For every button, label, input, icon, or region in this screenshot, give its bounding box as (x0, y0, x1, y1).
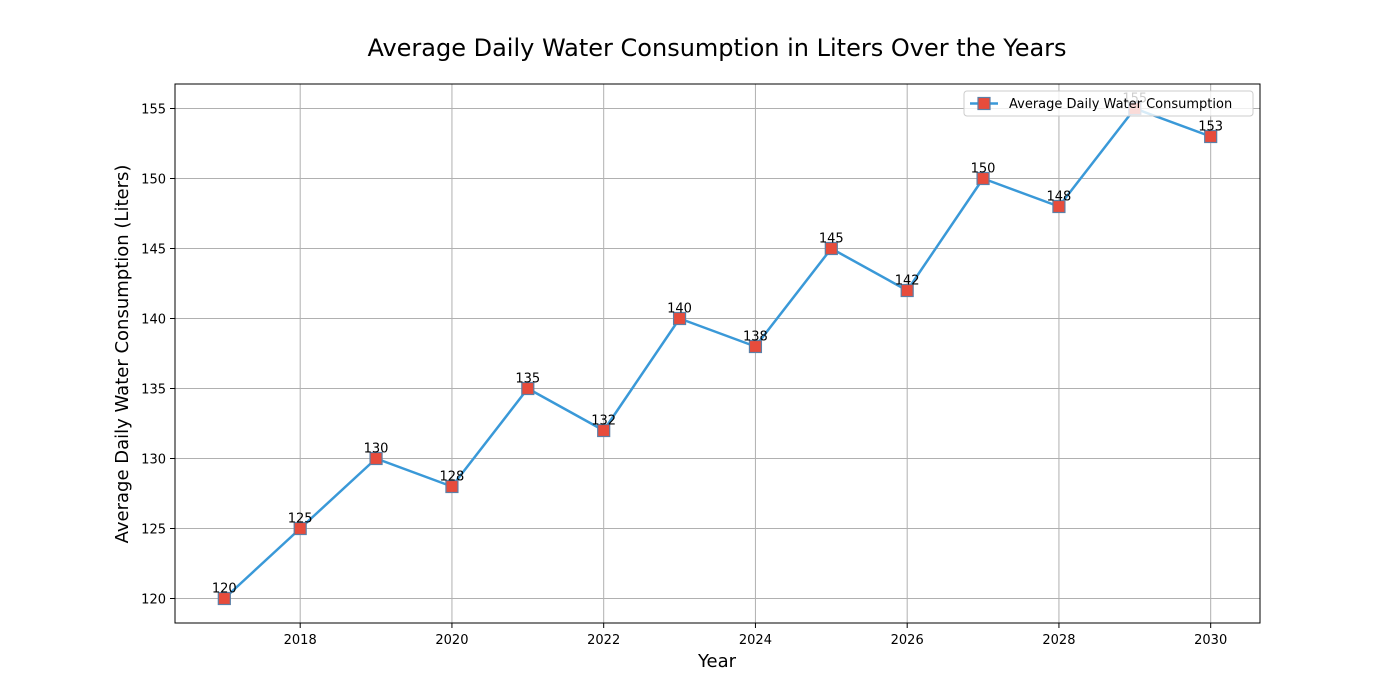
data-label: 148 (1047, 190, 1072, 205)
x-tick-label: 2024 (739, 633, 772, 648)
legend: Average Daily Water Consumption (963, 90, 1254, 117)
data-label: 142 (895, 274, 920, 289)
data-point-marker (445, 479, 459, 494)
data-point-marker (1204, 129, 1218, 144)
data-point-marker (824, 241, 838, 256)
series-line-group (223, 107, 1212, 600)
x-tick-label: 2030 (1194, 633, 1227, 648)
x-tick-label: 2020 (435, 633, 468, 648)
data-label: 125 (288, 512, 313, 527)
y-tick-label: 150 (141, 173, 166, 188)
y-tick-label: 125 (141, 523, 166, 538)
chart-title: Average Daily Water Consumption in Liter… (367, 34, 1066, 62)
data-point-marker (369, 451, 383, 466)
data-label: 128 (440, 470, 465, 485)
data-label: 132 (591, 414, 616, 429)
data-markers (217, 101, 1218, 606)
data-point-marker (293, 521, 307, 536)
data-labels: 1201251301281351321401381451421501481551… (212, 92, 1223, 597)
data-label: 140 (667, 302, 692, 317)
x-tick-label: 2022 (587, 633, 620, 648)
y-axis-ticks: 120 125 130 135 140 145 150 155 (141, 103, 175, 608)
data-label: 150 (971, 162, 996, 177)
legend-marker-swatch (977, 96, 991, 111)
data-point-marker (900, 283, 914, 298)
y-tick-label: 145 (141, 243, 166, 258)
data-point-marker (597, 423, 611, 438)
data-label: 138 (743, 330, 768, 345)
data-label: 120 (212, 582, 237, 597)
grid-lines (175, 84, 1260, 623)
data-label: 135 (515, 372, 540, 387)
y-tick-label: 130 (141, 453, 166, 468)
y-tick-label: 135 (141, 383, 166, 398)
data-point-marker (521, 381, 535, 396)
x-tick-label: 2026 (891, 633, 924, 648)
y-axis-title: Average Daily Water Consumption (Liters) (112, 165, 133, 544)
data-point-marker (1052, 199, 1066, 214)
x-tick-label: 2028 (1042, 633, 1075, 648)
y-tick-label: 155 (141, 103, 166, 118)
data-label: 153 (1198, 120, 1223, 135)
data-point-marker (217, 591, 231, 606)
y-tick-label: 140 (141, 313, 166, 328)
x-axis-ticks: 2018 2020 2022 2024 2026 2028 2030 (284, 623, 1227, 648)
data-point-marker (672, 311, 687, 326)
data-point-marker (976, 171, 990, 186)
y-tick-label: 120 (141, 593, 166, 608)
x-axis-title: Year (697, 651, 737, 672)
data-point-marker (748, 339, 763, 354)
series-line (223, 107, 1212, 600)
plot-frame (174, 83, 1261, 624)
data-label: 130 (364, 442, 389, 457)
legend-label: Average Daily Water Consumption (1009, 97, 1232, 112)
legend-box (963, 90, 1254, 117)
x-tick-label: 2018 (284, 633, 317, 648)
data-label: 145 (819, 232, 844, 247)
